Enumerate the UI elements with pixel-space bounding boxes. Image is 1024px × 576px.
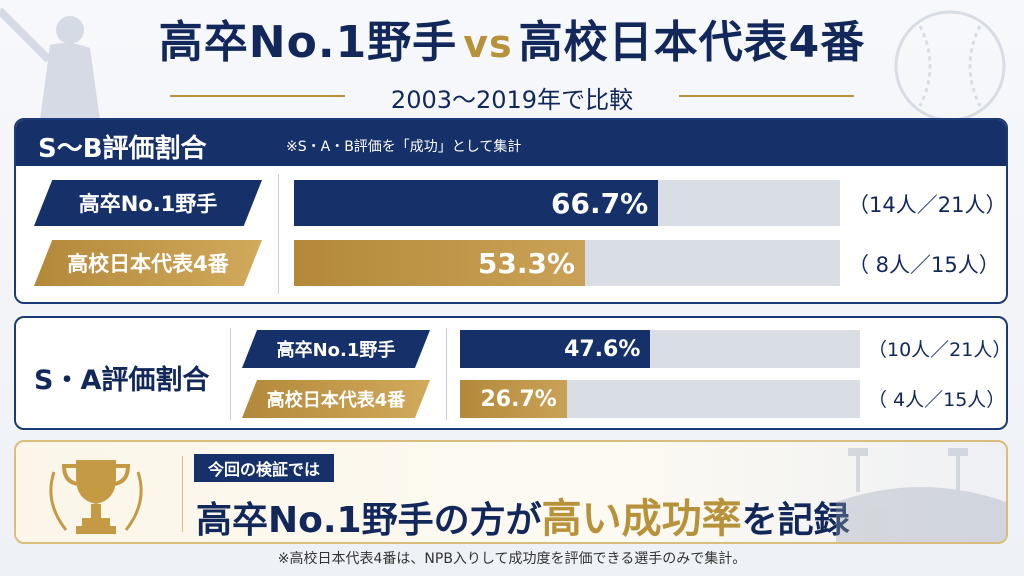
count-label: （ 4人／15人）: [868, 389, 1006, 411]
count-label: （10人／21人）: [868, 339, 1012, 361]
conclusion-divider: [182, 456, 183, 532]
sb-note: ※S・A・B評価を「成功」として集計: [286, 139, 522, 155]
bar: 47.6%: [460, 330, 651, 368]
bar-value-label: 53.3%: [477, 246, 576, 280]
bar: 26.7%: [460, 380, 567, 418]
sb-panel: S〜B評価割合 ※S・A・B評価を「成功」として集計 高卒No.1野手 66.7%…: [14, 118, 1008, 304]
footnote: ※高校日本代表4番は、NPB入りして成功度を評価できる選手のみで集計。: [277, 551, 747, 567]
title-left: 高卒No.1野手: [158, 17, 458, 68]
subtitle-line-right: [679, 95, 854, 97]
count-label: （ 8人／15人）: [848, 253, 1000, 277]
sb-divider: [278, 174, 279, 294]
bar-value-label: 26.7%: [480, 386, 557, 412]
sa-divider-2: [446, 328, 447, 420]
bar-track: 26.7%: [460, 380, 860, 418]
bar-value-label: 66.7%: [551, 186, 649, 220]
category-label: 高校日本代表4番: [242, 380, 430, 418]
bar-value-label: 47.6%: [564, 336, 641, 362]
page-title: 高卒No.1野手 vs 高校日本代表4番: [0, 6, 1024, 70]
bar-track: 47.6%: [460, 330, 860, 368]
trophy-icon: [49, 460, 143, 534]
category-label: 高卒No.1野手: [242, 330, 430, 368]
conclusion-part1: 高卒No.1野手の方が: [196, 500, 542, 541]
sa-title: S・A評価割合: [34, 365, 210, 396]
conclusion-highlight: 高い成功率: [541, 496, 742, 542]
conclusion-panel: 今回の検証では 高卒No.1野手の方が高い成功率を記録: [14, 440, 1008, 544]
subtitle: 2003〜2019年で比較: [390, 86, 634, 114]
conclusion-badge: 今回の検証では: [194, 454, 335, 482]
title-vs: vs: [463, 22, 513, 66]
count-label: （14人／21人）: [848, 193, 1007, 217]
conclusion-text: 高卒No.1野手の方が高い成功率を記録: [196, 486, 850, 542]
category-label: 高校日本代表4番: [34, 240, 262, 286]
bar-track: 66.7%: [294, 180, 840, 226]
sa-panel: S・A評価割合 高卒No.1野手 47.6% （10人／21人） 高校日本代表4番 26…: [14, 316, 1012, 430]
conclusion-part2: を記録: [741, 500, 850, 541]
sa-divider: [230, 328, 231, 420]
stadium-icon: [836, 448, 1006, 542]
title-right: 高校日本代表4番: [518, 17, 866, 68]
batter-silhouette-icon: [0, 7, 100, 120]
sb-title: S〜B評価割合: [38, 134, 207, 164]
subtitle-line-left: [170, 95, 345, 97]
category-label: 高卒No.1野手: [34, 180, 262, 226]
subtitle-row: 2003〜2019年で比較: [170, 80, 854, 114]
bar-track: 53.3%: [294, 240, 840, 286]
sb-header: S〜B評価割合 ※S・A・B評価を「成功」として集計: [16, 120, 1006, 166]
bar: 53.3%: [294, 240, 586, 286]
bar: 66.7%: [294, 180, 659, 226]
